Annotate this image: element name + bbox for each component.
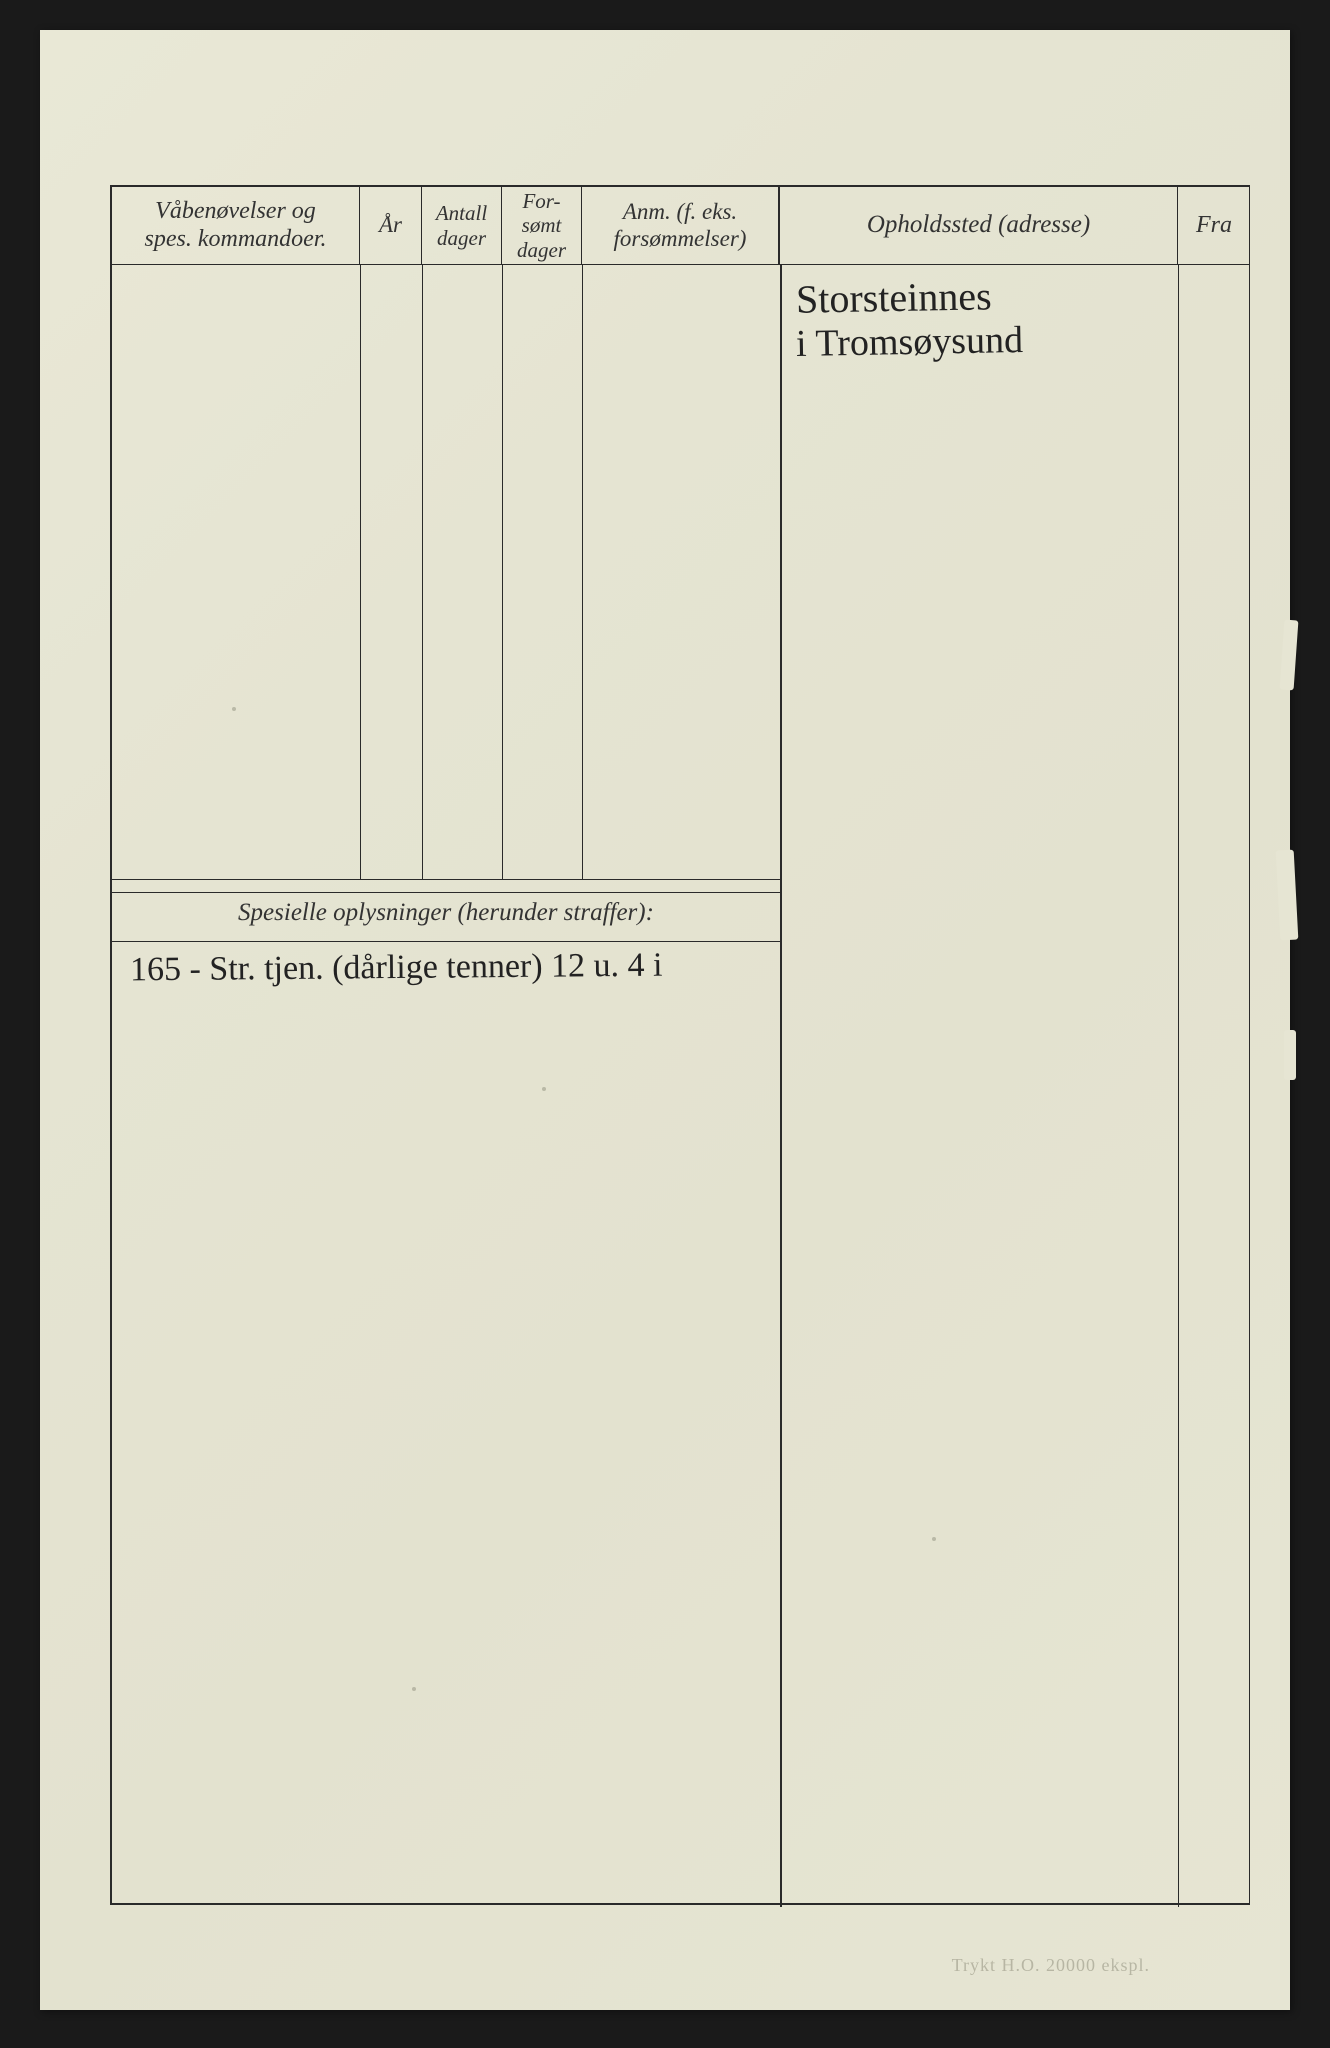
form-frame: Våbenøvelser ogspes. kommandoer. År Anta…: [110, 185, 1250, 1905]
col-header-forsomt-dager: For-sømtdager: [502, 187, 582, 265]
section-underline: [112, 941, 780, 942]
column-rule: [422, 265, 423, 879]
paper-speck: [932, 1537, 936, 1541]
column-rule: [502, 265, 503, 879]
col-header-ar: År: [360, 187, 422, 265]
col-header-fra: Fra: [1178, 187, 1250, 265]
handwritten-address-line1: Storsteinnes: [796, 271, 992, 324]
col-header-antall-dager: Antalldager: [422, 187, 502, 265]
column-rule: [360, 265, 361, 879]
column-rule: [1178, 265, 1179, 1907]
col-header-vabenovelser: Våbenøvelser ogspes. kommandoer.: [112, 187, 360, 265]
paper-tear: [1284, 1030, 1296, 1080]
col-header-opholdssted: Opholdssted (adresse): [780, 187, 1178, 265]
paper-speck: [412, 1687, 416, 1691]
handwritten-address-line2: i Tromsøysund: [796, 317, 1024, 368]
col-header-anm: Anm. (f. eks.forsømmelser): [582, 187, 780, 265]
handwritten-spesielle-entry: 165 - Str. tjen. (dårlige tenner) 12 u. …: [130, 945, 663, 992]
paper-speck: [542, 1087, 546, 1091]
section-divider-double: [112, 879, 780, 893]
paper-speck: [232, 707, 236, 711]
spesielle-oplysninger-label: Spesielle oplysninger (herunder straffer…: [112, 899, 780, 927]
column-rule: [582, 265, 583, 879]
column-rule-heavy: [780, 265, 782, 1907]
paper-sheet: Våbenøvelser ogspes. kommandoer. År Anta…: [40, 30, 1290, 2010]
footer-print-info: Trykt H.O. 20000 ekspl.: [952, 1955, 1150, 1976]
